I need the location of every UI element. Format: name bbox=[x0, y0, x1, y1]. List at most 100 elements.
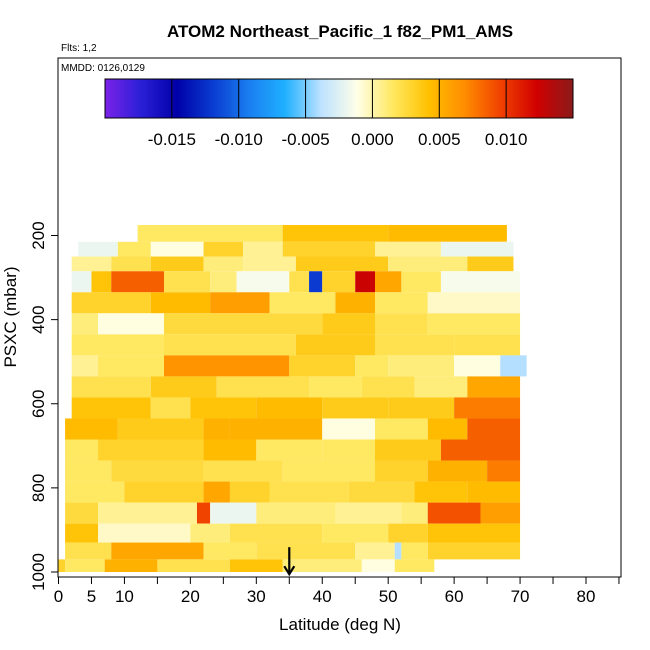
heatmap-cell bbox=[375, 292, 428, 314]
heatmap-cell bbox=[137, 224, 283, 242]
heatmap-cell bbox=[203, 460, 283, 482]
heatmap-cell bbox=[401, 542, 428, 560]
heatmap-cell bbox=[229, 559, 283, 572]
heatmap-cell bbox=[500, 355, 527, 377]
heatmap-cell bbox=[282, 559, 362, 572]
heatmap-cell bbox=[322, 418, 375, 440]
heatmap-cell bbox=[65, 418, 118, 440]
heatmap-cell bbox=[71, 334, 164, 356]
heatmap-cell bbox=[467, 418, 521, 440]
heatmap-cell bbox=[91, 271, 112, 293]
x-axis-label: Latitude (deg N) bbox=[279, 615, 401, 634]
heatmap-cell bbox=[375, 418, 428, 440]
heatmap-cell bbox=[229, 523, 323, 543]
heatmap-cell bbox=[309, 271, 323, 293]
heatmap-cell bbox=[454, 334, 521, 356]
heatmap-cell bbox=[243, 241, 283, 257]
heatmap-cell bbox=[243, 256, 296, 272]
heatmap-cell bbox=[150, 397, 191, 419]
heatmap-cell bbox=[71, 292, 151, 314]
heatmap-cell bbox=[454, 355, 501, 377]
heatmap-cell bbox=[388, 523, 428, 543]
heatmap-cell bbox=[335, 292, 375, 314]
x-tick-label: 60 bbox=[445, 587, 464, 606]
heatmap-cell bbox=[65, 502, 99, 524]
x-tick-label: 40 bbox=[313, 587, 332, 606]
y-tick-label: 600 bbox=[29, 390, 48, 418]
heatmap-cell bbox=[295, 256, 389, 272]
heatmap-cell bbox=[150, 241, 204, 257]
heatmap-cell bbox=[256, 542, 356, 560]
heatmap-cell bbox=[487, 460, 521, 482]
y-tick-label: 800 bbox=[29, 474, 48, 502]
y-tick-label: 1000 bbox=[29, 553, 48, 591]
colorbar-tick-label: -0.005 bbox=[281, 130, 329, 149]
heatmap-cell bbox=[427, 460, 488, 482]
heatmap-cell bbox=[203, 241, 244, 257]
plot-frame bbox=[57, 57, 622, 578]
heatmap-cell bbox=[375, 313, 428, 335]
heatmap-cell bbox=[150, 376, 217, 398]
y-tick-label: 200 bbox=[29, 221, 48, 249]
heatmap-cell bbox=[348, 481, 415, 503]
heatmap-cell bbox=[427, 292, 521, 314]
heatmap-cell bbox=[269, 481, 349, 503]
heatmap-cell bbox=[322, 397, 389, 419]
x-tick-label: 30 bbox=[247, 587, 266, 606]
heatmap-cell bbox=[256, 502, 336, 524]
heatmap-cell bbox=[361, 376, 415, 398]
heatmap-cell bbox=[467, 481, 521, 503]
heatmap-cell bbox=[269, 292, 336, 314]
heatmap-cell bbox=[414, 481, 468, 503]
heatmap-cell bbox=[388, 355, 455, 377]
heatmap-cell bbox=[229, 418, 323, 440]
heatmap-cell bbox=[355, 355, 389, 377]
heatmap-cell bbox=[150, 292, 211, 314]
x-tick-label: 50 bbox=[379, 587, 398, 606]
heatmap-cell bbox=[98, 313, 164, 335]
dates-label: MMDD: 0126,0129 bbox=[61, 63, 145, 74]
heatmap-cell bbox=[65, 542, 112, 560]
colorbar-gradient bbox=[104, 78, 574, 119]
heatmap-cell bbox=[388, 397, 455, 419]
heatmap-cell bbox=[236, 271, 290, 293]
heatmap-cell bbox=[355, 271, 375, 293]
heatmap-cell bbox=[210, 502, 257, 524]
x-tick-label: 20 bbox=[181, 587, 200, 606]
x-tick-label: 5 bbox=[87, 587, 96, 606]
heatmap-cell bbox=[203, 439, 257, 461]
heatmap-cell bbox=[401, 502, 428, 524]
heatmap-cell bbox=[216, 376, 310, 398]
heatmap-cell bbox=[427, 523, 521, 543]
heatmap-cell bbox=[355, 542, 395, 560]
colorbar-tick-label: 0.010 bbox=[485, 130, 528, 149]
heatmap-cell bbox=[427, 418, 468, 440]
heatmap-cell bbox=[190, 397, 257, 419]
heatmap-cell bbox=[375, 241, 441, 257]
heatmap-cell bbox=[394, 559, 435, 572]
heatmap-cell bbox=[71, 256, 112, 272]
heatmap-cell bbox=[210, 292, 270, 314]
heatmap-cell bbox=[111, 460, 204, 482]
heatmap-cell bbox=[71, 313, 99, 335]
heatmap-cell bbox=[289, 271, 310, 293]
heatmap-cell bbox=[98, 523, 191, 543]
heatmap-cell bbox=[256, 397, 323, 419]
heatmap-cell bbox=[414, 376, 468, 398]
heatmap-cell bbox=[394, 542, 402, 560]
heatmap-cell bbox=[322, 313, 375, 335]
heatmap-cell bbox=[164, 355, 290, 377]
heatmap-cell bbox=[65, 460, 112, 482]
heatmap-cell bbox=[78, 241, 118, 257]
heatmap-cell bbox=[388, 224, 507, 242]
heatmap-cell bbox=[150, 256, 204, 272]
heatmap-cells bbox=[58, 224, 527, 572]
flights-label: Flts: 1,2 bbox=[61, 43, 97, 54]
heatmap-cell bbox=[203, 481, 230, 503]
heatmap-cell bbox=[196, 502, 211, 524]
heatmap-cell bbox=[203, 256, 244, 272]
heatmap-cell bbox=[289, 355, 356, 377]
heatmap-cell bbox=[256, 439, 323, 461]
heatmap-cell bbox=[65, 559, 105, 572]
